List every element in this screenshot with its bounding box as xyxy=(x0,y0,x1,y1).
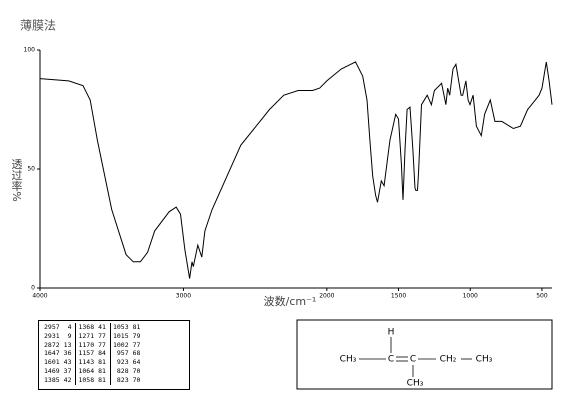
table-cell: 828 xyxy=(116,366,129,375)
table-cell: 1469 xyxy=(44,366,60,375)
table-cell: 957 xyxy=(116,349,129,358)
table-cell: 9 xyxy=(61,331,77,341)
table-cell: 1157 xyxy=(78,349,95,358)
table-cell: 81 xyxy=(96,366,111,376)
table-cell: 77 xyxy=(96,340,111,350)
table-cell: 2872 xyxy=(44,340,60,349)
table-cell: 1002 xyxy=(112,340,129,349)
bonds xyxy=(359,337,472,377)
table-cell: 1385 xyxy=(44,375,60,384)
structure: H CH₃ C C CH₂ CH₃ CH₃ xyxy=(296,319,553,390)
x-tick-label: 3000 xyxy=(176,293,191,300)
table-cell: 1368 xyxy=(78,323,95,331)
y-tick-label: 50 xyxy=(27,166,35,173)
chart: 薄膜法 波数/cm⁻¹ 透过率% 0 50 100 4000 3000 2000 1500 1… xyxy=(10,18,553,308)
table-row: 2931 9 1271 77 1015 79 xyxy=(42,331,142,341)
table-cell: 70 xyxy=(132,375,141,384)
table-cell: 81 xyxy=(96,375,111,385)
atom: CH₂ xyxy=(440,355,457,365)
spectrum-line xyxy=(39,61,553,279)
table-cell: 37 xyxy=(61,366,77,376)
table-cell: 43 xyxy=(61,358,77,367)
table-row: 1385 42 1058 81 823 70 xyxy=(42,375,142,385)
table-cell: 1064 xyxy=(78,366,95,375)
table-cell: 2931 xyxy=(44,331,60,340)
table-cell: 77 xyxy=(96,331,111,341)
table-cell: 1601 xyxy=(44,358,60,367)
table-cell: 68 xyxy=(132,349,141,358)
table-cell: 79 xyxy=(132,331,141,340)
table-cell: 823 xyxy=(116,375,129,384)
table-row: 1647 36 1157 84 957 68 xyxy=(42,349,142,359)
peak-table-grid: 2957 4 1368 41 1053 81 2931 9 1271 77 1015 79 2872 13… xyxy=(42,323,142,385)
x-tick-label: 500 xyxy=(536,293,548,300)
x-tick-label: 4000 xyxy=(32,293,47,300)
table-cell: 77 xyxy=(132,340,141,349)
table-cell: 923 xyxy=(116,358,129,367)
x-tick-label: 1000 xyxy=(463,293,478,300)
table-cell: 1015 xyxy=(112,331,129,340)
table-cell: 41 xyxy=(96,323,111,332)
chart-title: 薄膜法 xyxy=(20,18,56,33)
atom: CH₃ xyxy=(407,379,424,389)
atom: CH₃ xyxy=(476,355,493,365)
x-tick-label: 1500 xyxy=(391,293,406,300)
table-cell: 1058 xyxy=(78,375,95,384)
atom: CH₃ xyxy=(340,355,357,365)
atom: C xyxy=(388,355,394,365)
atom: H xyxy=(388,328,395,338)
table-row: 1601 43 1143 81 923 64 xyxy=(42,358,142,367)
x-axis-label: 波数/cm⁻¹ xyxy=(264,295,317,308)
y-tick-label: 100 xyxy=(24,47,36,54)
table-cell: 1053 xyxy=(112,323,129,331)
table-cell: 2957 xyxy=(44,323,60,331)
atom: C xyxy=(410,355,416,365)
structure-frame xyxy=(296,319,553,390)
table-cell: 1143 xyxy=(78,358,95,367)
y-tick-label: 0 xyxy=(31,285,35,292)
table-cell: 81 xyxy=(96,358,111,367)
table-cell: 42 xyxy=(61,375,77,385)
y-axis-label: 透过率% xyxy=(10,158,23,202)
table-cell: 1271 xyxy=(78,331,95,340)
table-cell: 13 xyxy=(61,340,77,350)
peak-table: 2957 4 1368 41 1053 81 2931 9 1271 77 1015 79 2872 13… xyxy=(38,320,190,390)
table-cell: 36 xyxy=(61,349,77,359)
table-cell: 4 xyxy=(61,323,77,332)
table-cell: 64 xyxy=(132,358,141,367)
table-cell: 1170 xyxy=(78,340,95,349)
table-cell: 84 xyxy=(96,349,111,359)
structure-atoms: H CH₃ C C CH₂ CH₃ CH₃ xyxy=(340,328,493,389)
table-cell: 81 xyxy=(132,323,141,331)
x-tick-label: 2000 xyxy=(319,293,334,300)
table-cell: 70 xyxy=(132,366,141,375)
table-row: 1469 37 1064 81 828 70 xyxy=(42,366,142,376)
table-row: 2872 13 1170 77 1002 77 xyxy=(42,340,142,350)
table-row: 2957 4 1368 41 1053 81 xyxy=(42,323,142,332)
table-cell: 1647 xyxy=(44,349,60,358)
